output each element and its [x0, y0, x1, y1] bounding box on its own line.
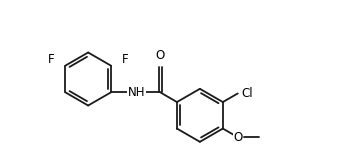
- Text: F: F: [48, 53, 55, 66]
- Text: O: O: [233, 131, 242, 144]
- Text: NH: NH: [127, 86, 145, 99]
- Text: F: F: [121, 53, 128, 66]
- Text: O: O: [156, 49, 165, 62]
- Text: Cl: Cl: [241, 87, 253, 100]
